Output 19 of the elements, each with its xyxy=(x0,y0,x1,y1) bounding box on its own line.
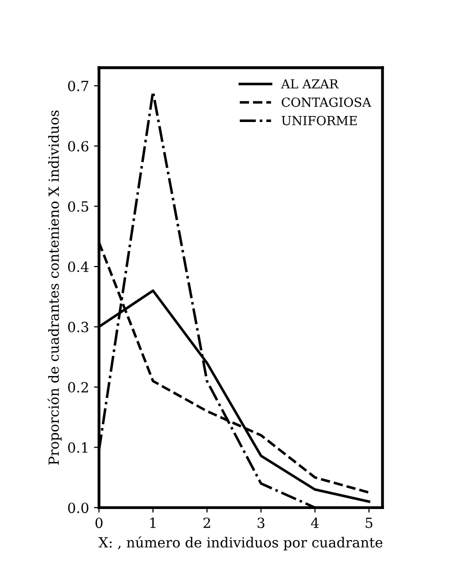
x-tick-label: 2 xyxy=(204,518,210,528)
legend-label: AL AZAR xyxy=(280,79,339,88)
legend-label: CONTAGIOSA xyxy=(282,98,372,107)
x-tick-label: 3 xyxy=(258,518,264,528)
y-tick-label: 0.4 xyxy=(68,262,89,272)
y-tick-label: 0.3 xyxy=(68,322,88,332)
x-axis-title: X: , número de individuos por cuadrante xyxy=(98,536,382,550)
y-tick-label: 0.1 xyxy=(68,442,88,453)
y-tick-label: 0.7 xyxy=(68,80,88,92)
legend-label: UNIFORME xyxy=(282,116,357,126)
x-tick-label: 5 xyxy=(366,518,372,528)
y-tick-label: 0.2 xyxy=(68,382,88,393)
y-axis-title: Proporción de cuadrantes contenieno X individuos xyxy=(48,110,62,465)
x-tick-label: 4 xyxy=(311,518,319,528)
y-tick-label: 0.0 xyxy=(68,502,88,514)
x-tick-label: 0 xyxy=(95,518,102,528)
x-tick-label: 1 xyxy=(150,518,156,528)
y-tick-label: 0.6 xyxy=(68,140,88,152)
y-tick-label: 0.5 xyxy=(68,201,88,212)
